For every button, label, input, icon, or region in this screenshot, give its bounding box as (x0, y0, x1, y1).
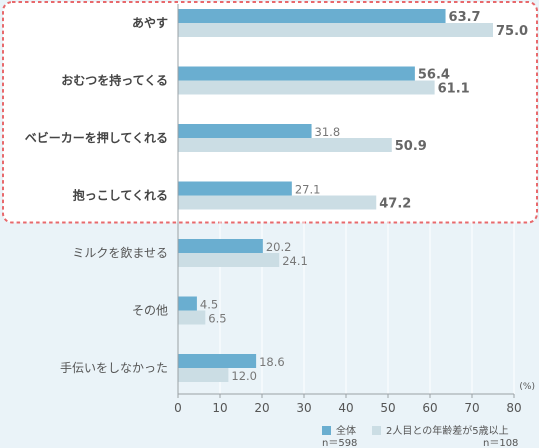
data-label: 4.5 (200, 298, 218, 312)
bar-total (178, 124, 312, 138)
category-label: おむつを持ってくる (61, 73, 168, 88)
data-label: 56.4 (418, 68, 450, 83)
data-label: 75.0 (496, 24, 528, 39)
x-tick-label: 40 (338, 401, 353, 415)
data-label: 6.5 (208, 312, 226, 326)
bar-age-gap (178, 23, 493, 37)
category-label: ベビーカーを押してくれる (25, 130, 168, 145)
bar-age-gap (178, 138, 392, 152)
bar-total (178, 239, 263, 253)
x-tick-label: 30 (296, 401, 311, 415)
bar-total (178, 181, 292, 196)
category-label: 手伝いをしなかった (60, 361, 168, 375)
bar-age-gap (178, 310, 206, 325)
data-label: 47.2 (379, 197, 411, 212)
bar-total (178, 9, 446, 23)
data-label: 63.7 (449, 10, 481, 25)
data-label: 27.1 (295, 183, 321, 197)
x-tick-label: 0 (174, 401, 182, 415)
data-label: 61.1 (438, 82, 470, 97)
legend-swatch (372, 426, 381, 435)
category-label: その他 (132, 304, 168, 318)
x-tick-label: 50 (380, 401, 395, 415)
bar-age-gap (178, 80, 435, 95)
category-label: あやす (132, 16, 168, 30)
bar-age-gap (178, 368, 229, 382)
x-tick-label: 70 (464, 401, 479, 415)
unit-label: (%) (519, 382, 535, 392)
legend-swatch (322, 426, 331, 435)
data-label: 24.1 (282, 254, 308, 268)
legend-label: 2人目との年齢差が5歳以上 (386, 424, 509, 437)
category-label: ミルクを飲ませる (72, 245, 168, 260)
bar-age-gap (178, 253, 280, 267)
bar-total (178, 354, 257, 368)
x-tick-label: 80 (506, 401, 521, 415)
data-label: 20.2 (266, 240, 292, 254)
x-tick-label: 20 (254, 401, 269, 415)
bar-total (178, 296, 197, 311)
bar-total (178, 66, 415, 81)
data-label: 12.0 (231, 369, 257, 383)
data-label: 18.6 (259, 355, 285, 369)
legend-sample-size: n＝598 (322, 438, 357, 448)
highlight-frame (2, 1, 538, 224)
data-label: 31.8 (315, 125, 341, 139)
x-tick-label: 10 (212, 401, 227, 415)
category-label: 抱っこしてくれる (73, 188, 168, 203)
legend-sample-size: n＝108 (483, 438, 518, 448)
data-label: 50.9 (395, 139, 427, 154)
bar-age-gap (178, 195, 377, 210)
legend-label: 全体 (336, 424, 356, 437)
x-tick-label: 60 (422, 401, 437, 415)
